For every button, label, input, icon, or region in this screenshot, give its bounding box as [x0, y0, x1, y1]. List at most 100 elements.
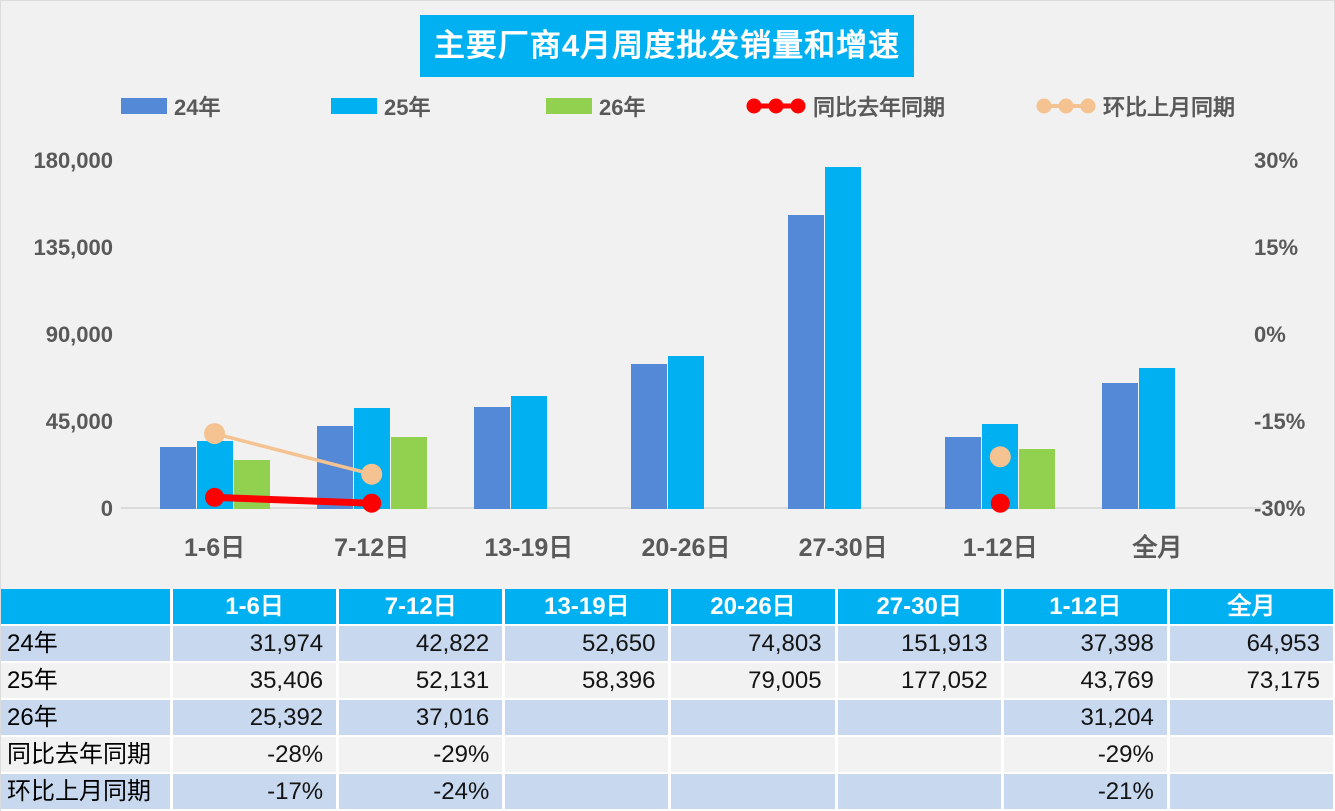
bar-25年-20-26日: [668, 356, 704, 509]
table-cell: 58,396: [505, 663, 672, 700]
bar-26年-1-12日: [1019, 449, 1055, 509]
table-row-label: 同比去年同期: [1, 737, 173, 774]
bar-24年-1-12日: [945, 437, 981, 509]
bar-25年-全月: [1139, 368, 1175, 509]
bar-24年-13-19日: [474, 407, 510, 509]
table-row-环比上月同期: 环比上月同期 -17% -24% -21%: [1, 774, 1335, 811]
x-axis-label: 7-12日: [334, 534, 410, 562]
x-axis-label: 1-6日: [183, 534, 246, 562]
bar-26年-7-12日: [391, 437, 427, 509]
table-cell: -21%: [1003, 774, 1170, 811]
y2-axis-tick-label: 0%: [1254, 322, 1286, 347]
line-marker-同比去年同期-7-12日: [362, 493, 382, 513]
table-row-label: 24年: [1, 626, 173, 663]
table-cell: 35,406: [173, 663, 340, 700]
y2-axis-tick-label: 15%: [1254, 235, 1299, 260]
table-cell: [1169, 774, 1335, 811]
table-cell: 31,974: [173, 626, 340, 663]
table-header-cell: 27-30日: [837, 589, 1004, 626]
y-axis-tick-label: 180,000: [33, 148, 113, 173]
bar-25年-13-19日: [511, 396, 547, 509]
table-row-26年: 26年 25,392 37,016 31,204: [1, 700, 1335, 737]
x-axis-label: 20-26日: [641, 534, 731, 562]
table-row-同比去年同期: 同比去年同期 -28% -29% -29%: [1, 737, 1335, 774]
y-axis-tick-label: 90,000: [45, 322, 113, 347]
line-marker-环比上月同期-1-6日: [204, 423, 226, 445]
line-marker-icon: [1036, 98, 1096, 114]
table-cell: -29%: [1003, 737, 1170, 774]
legend-swatch-25-bar: [331, 98, 377, 114]
table-cell: 73,175: [1169, 663, 1335, 700]
table-cell: [1169, 737, 1335, 774]
legend-swatch-26-bar: [546, 98, 592, 114]
legend-swatch-24-bar: [121, 98, 167, 114]
table-cell: [505, 737, 672, 774]
legend-item-yoy: 同比去年同期: [746, 93, 945, 120]
legend-item-mom: 环比上月同期: [1036, 93, 1236, 120]
line-segment-同比去年同期: [214, 493, 372, 507]
table-row-25年: 25年 35,406 52,131 58,396 79,005 177,052 43,769…: [1, 663, 1335, 700]
legend-label: 25年: [384, 95, 431, 120]
bar-24年-1-6日: [160, 447, 196, 509]
table-cell: 74,803: [671, 626, 838, 663]
table-header-cell: 1-6日: [173, 589, 340, 626]
table-cell: -24%: [339, 774, 506, 811]
bar-24年-20-26日: [631, 364, 667, 509]
table-header-cell: 13-19日: [505, 589, 672, 626]
table-cell: 64,953: [1169, 626, 1335, 663]
line-marker-同比去年同期-1-6日: [205, 487, 225, 507]
table-row-24年: 24年 31,974 42,822 52,650 74,803 151,913 37,398…: [1, 626, 1335, 663]
table-header-cell: [1, 589, 173, 626]
x-axis-label: 全月: [1132, 534, 1183, 562]
bar-24年-全月: [1102, 383, 1138, 509]
table-cell: 79,005: [671, 663, 838, 700]
x-axis-label: 1-12日: [962, 534, 1038, 562]
bar-25年-27-30日: [825, 167, 861, 509]
y2-axis-tick-label: -30%: [1254, 496, 1306, 521]
line-marker-同比去年同期-1-12日: [990, 493, 1010, 513]
x-axis-label: 13-19日: [484, 534, 574, 562]
line-marker-环比上月同期-1-12日: [989, 446, 1011, 468]
y-axis-tick-label: 45,000: [45, 409, 113, 434]
line-series-overlay: [204, 423, 1011, 513]
line-marker-icon: [746, 98, 806, 114]
bar-chart-plot-area: [136, 161, 1236, 513]
table-cell: 177,052: [837, 663, 1004, 700]
y-axis-tick-label: 135,000: [33, 235, 113, 260]
table-cell: 43,769: [1003, 663, 1170, 700]
line-segment-环比上月同期: [214, 431, 373, 476]
table-cell: [505, 774, 672, 811]
table-header-cell: 全月: [1169, 589, 1335, 626]
legend-label: 24年: [174, 95, 221, 120]
y2-axis-tick-label: 30%: [1254, 148, 1299, 173]
table-header-cell: 20-26日: [671, 589, 838, 626]
legend-item-24: 24年: [121, 93, 221, 120]
table-cell: -17%: [173, 774, 340, 811]
table-cell: [671, 737, 838, 774]
table-cell: [671, 774, 838, 811]
table-cell: [837, 774, 1004, 811]
table-row-label: 25年: [1, 663, 173, 700]
legend-label: 26年: [599, 95, 646, 120]
table-row-label: 26年: [1, 700, 173, 737]
table-cell: 31,204: [1003, 700, 1170, 737]
table-cell: [837, 700, 1004, 737]
table-cell: [671, 700, 838, 737]
table-cell: 52,650: [505, 626, 672, 663]
legend-item-25: 25年: [331, 93, 431, 120]
table-cell: 42,822: [339, 626, 506, 663]
table-cell: -28%: [173, 737, 340, 774]
y-axis-tick-label: 0: [100, 496, 113, 521]
data-table: 1-6日 7-12日 13-19日 20-26日 27-30日 1-12日 全月 24年 31,…: [1, 589, 1335, 811]
table-cell: [505, 700, 672, 737]
table-cell: [837, 737, 1004, 774]
bar-25年-7-12日: [354, 408, 390, 509]
legend-label: 环比上月同期: [1103, 95, 1236, 120]
table-header-cell: 7-12日: [339, 589, 506, 626]
table-cell: [1169, 700, 1335, 737]
table-header-cell: 1-12日: [1003, 589, 1170, 626]
table-row-label: 环比上月同期: [1, 774, 173, 811]
bar-24年-27-30日: [788, 215, 824, 509]
table-cell: 25,392: [173, 700, 340, 737]
